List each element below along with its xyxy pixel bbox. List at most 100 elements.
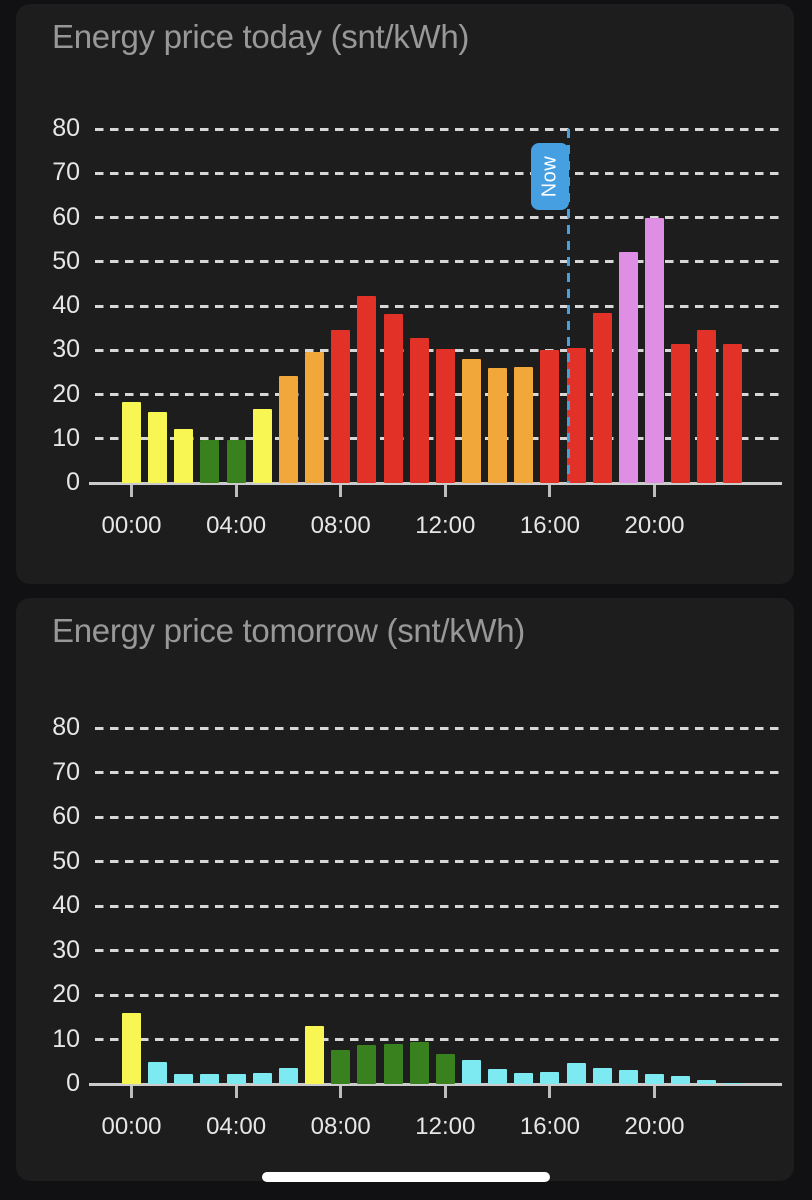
price-bar-06:00[interactable] [278,1067,298,1084]
price-bar-04:00[interactable] [226,439,246,483]
price-bar-02:00[interactable] [174,429,194,483]
chart-title-tomorrow: Energy price tomorrow (snt/kWh) [52,612,525,649]
y-axis-label-80: 80 [52,113,80,142]
price-bar-15:00[interactable] [514,367,534,483]
y-axis-label-30: 30 [52,335,80,364]
today-price-chart: 0 10 20 30 40 50 60 70 80 00:00 04:00 08:00 12:00 16:… [16,4,794,584]
price-bar-02:00[interactable] [174,1074,194,1084]
gridline-40 [95,904,782,908]
x-tick-08:00 [339,484,343,497]
price-bar-00:00[interactable] [122,401,141,483]
price-bar-00:00[interactable] [122,1012,141,1084]
gridline-80 [95,726,782,730]
gridline-20 [95,993,782,997]
price-bar-05:00[interactable] [252,409,272,483]
y-axis-label-20: 20 [52,979,80,1008]
x-axis-label-16:00: 16:00 [519,1113,580,1140]
price-bar-17:00[interactable] [566,1062,586,1084]
price-bar-18:00[interactable] [592,313,612,483]
y-axis-label-60: 60 [52,202,80,231]
x-axis-label-20:00: 20:00 [624,1113,685,1140]
price-bar-22:00[interactable] [697,1079,717,1084]
price-bar-04:00[interactable] [226,1074,246,1084]
tomorrow-price-card: Energy price tomorrow (snt/kWh) 0 10 20 30 4… [16,598,794,1181]
x-tick-00:00 [130,484,133,497]
y-axis-label-10: 10 [52,1024,80,1053]
price-bar-17:00[interactable] [566,347,586,483]
x-axis-label-12:00: 12:00 [415,512,476,539]
x-tick-00:00 [130,1085,133,1098]
price-bar-19:00[interactable] [618,1069,638,1084]
y-axis-label-70: 70 [52,158,80,187]
price-bar-20:00[interactable] [645,1073,664,1084]
y-axis-label-20: 20 [52,379,80,408]
price-bar-03:00[interactable] [200,439,220,483]
price-bar-07:00[interactable] [305,352,325,483]
price-bar-13:00[interactable] [461,358,481,483]
price-bar-14:00[interactable] [488,367,508,483]
y-axis-label-0: 0 [66,467,80,496]
x-tick-12:00 [443,484,447,497]
x-axis-label-00:00: 00:00 [101,512,162,539]
price-bar-05:00[interactable] [252,1073,272,1084]
x-tick-04:00 [234,1085,238,1098]
y-axis-label-0: 0 [66,1068,80,1097]
price-bar-09:00[interactable] [357,1044,377,1084]
y-axis-label-10: 10 [52,423,80,452]
price-bar-19:00[interactable] [618,252,638,483]
price-bar-15:00[interactable] [514,1073,534,1084]
price-bar-12:00[interactable] [435,349,455,483]
today-price-card: Energy price today (snt/kWh) 0 10 20 30 40 50… [16,4,794,584]
gridline-40 [95,304,782,308]
price-bar-23:00[interactable] [723,1082,743,1084]
x-axis-label-00:00: 00:00 [101,1113,162,1140]
price-bar-21:00[interactable] [671,344,691,483]
price-bar-06:00[interactable] [278,376,298,483]
price-bar-11:00[interactable] [409,1041,429,1084]
price-bar-10:00[interactable] [383,1043,403,1084]
x-axis-label-20:00: 20:00 [624,512,685,539]
price-bar-16:00[interactable] [540,1072,560,1084]
now-label-text: Now [538,155,561,198]
price-bar-01:00[interactable] [148,411,168,483]
y-axis-label-70: 70 [52,757,80,786]
price-bar-09:00[interactable] [357,296,377,483]
now-line [566,129,571,483]
gridline-70 [95,771,782,774]
price-bar-10:00[interactable] [383,313,403,483]
x-axis-line [89,1082,782,1086]
price-bar-08:00[interactable] [331,1050,351,1084]
y-axis-label-60: 60 [52,801,80,830]
price-bar-08:00[interactable] [331,329,351,483]
price-bar-03:00[interactable] [200,1074,220,1084]
y-axis-label-40: 40 [52,890,80,919]
y-axis-label-50: 50 [52,246,80,275]
x-tick-16:00 [548,1085,552,1098]
price-bar-01:00[interactable] [148,1061,168,1084]
price-bar-22:00[interactable] [697,330,717,483]
price-bar-11:00[interactable] [409,338,429,483]
gridline-70 [95,171,782,175]
price-bar-21:00[interactable] [671,1076,691,1084]
y-axis-label-50: 50 [52,846,80,875]
price-bar-07:00[interactable] [305,1026,325,1084]
price-bar-13:00[interactable] [461,1059,481,1084]
x-tick-20:00 [653,1085,656,1098]
price-bar-14:00[interactable] [488,1069,508,1084]
x-axis-label-08:00: 08:00 [310,512,371,539]
price-bar-16:00[interactable] [540,350,560,483]
now-label: Now [530,143,569,210]
home-indicator-bar[interactable] [262,1172,550,1182]
gridline-50 [95,860,782,863]
price-bar-18:00[interactable] [592,1067,612,1084]
x-axis-label-16:00: 16:00 [519,512,580,539]
price-bar-23:00[interactable] [723,343,743,483]
x-tick-04:00 [234,484,238,497]
x-axis-label-04:00: 04:00 [206,1113,267,1140]
price-bar-20:00[interactable] [645,217,664,483]
gridline-60 [95,815,782,819]
y-axis-label-30: 30 [52,935,80,964]
x-axis-label-12:00: 12:00 [415,1113,476,1140]
price-bar-12:00[interactable] [435,1053,455,1084]
